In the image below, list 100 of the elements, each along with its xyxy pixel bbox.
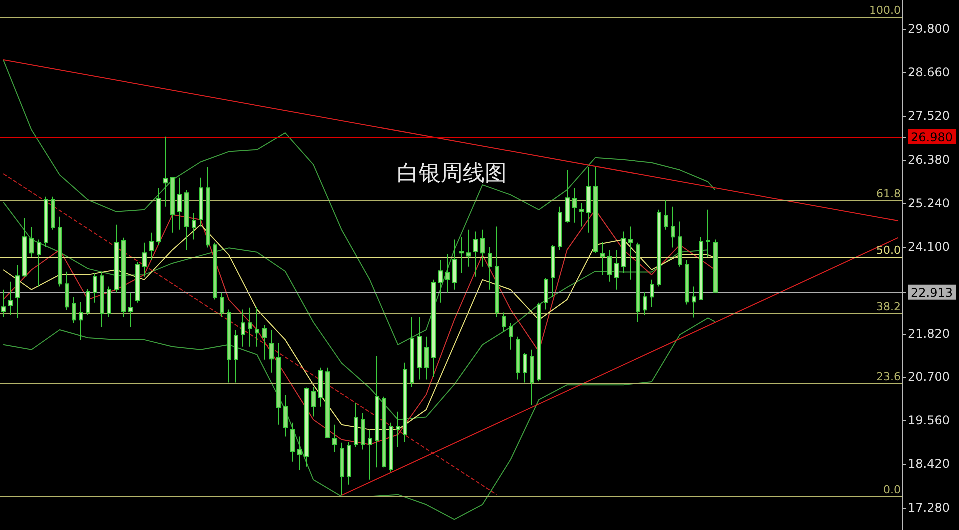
candlestick xyxy=(361,412,365,450)
text: 白银周线图 xyxy=(397,162,507,186)
candlestick xyxy=(93,272,97,304)
candlestick xyxy=(248,307,252,348)
candlestick xyxy=(255,306,259,348)
candlestick xyxy=(509,322,513,350)
candlestick xyxy=(495,226,499,318)
candlestick xyxy=(340,442,344,496)
candlestick xyxy=(530,349,534,406)
candlestick xyxy=(142,242,147,278)
y-tick-label: 17.280 xyxy=(908,500,950,515)
candlestick xyxy=(678,221,682,268)
y-tick-label: 24.100 xyxy=(908,240,950,254)
candlestick xyxy=(72,296,76,324)
candlestick xyxy=(107,286,111,318)
candlestick xyxy=(650,279,654,308)
candlestick xyxy=(614,250,619,290)
candlestick xyxy=(269,330,274,374)
candlestick xyxy=(579,202,584,228)
candlestick xyxy=(544,278,548,310)
candlestick xyxy=(29,226,34,258)
candlestick xyxy=(403,362,407,443)
ref-line-label: 23.6 xyxy=(876,370,902,384)
candlestick xyxy=(685,260,689,306)
candlestick xyxy=(593,166,598,254)
y-tick-label: 27.520 xyxy=(908,109,950,124)
candlestick xyxy=(156,188,161,246)
candlestick xyxy=(410,316,414,388)
candlestick xyxy=(213,242,217,300)
candlestick xyxy=(114,224,119,294)
candlestick xyxy=(558,206,562,251)
candlestick xyxy=(586,166,591,234)
y-tick-label: 29.800 xyxy=(908,22,950,36)
candlestick xyxy=(51,196,55,230)
candlestick xyxy=(621,231,626,274)
candlestick xyxy=(347,442,351,486)
y-tick-label: 26.380 xyxy=(908,152,950,167)
candlestick xyxy=(424,336,429,380)
candlestick xyxy=(135,261,140,304)
candlestick xyxy=(537,302,541,382)
candlestick xyxy=(565,170,570,224)
ref-line-label: 61.8 xyxy=(876,187,902,200)
candlestick xyxy=(297,436,302,470)
candlestick xyxy=(79,302,83,340)
candlestick xyxy=(192,212,196,240)
candlestick xyxy=(480,229,485,268)
candlestick xyxy=(551,244,555,298)
candlestick xyxy=(325,367,330,438)
candlestick xyxy=(699,236,703,300)
candlestick xyxy=(184,190,189,251)
candlestick xyxy=(664,199,668,230)
candlestick xyxy=(466,229,471,268)
y-tick-label: 25.240 xyxy=(908,196,950,210)
ref-line-label: 100.0 xyxy=(870,4,902,18)
ref-line-label: 38.2 xyxy=(876,300,902,314)
candlestick xyxy=(206,166,210,248)
candlestick xyxy=(199,177,203,228)
candlestick xyxy=(276,342,281,426)
candlestick xyxy=(417,316,422,380)
y-tick-label: 19.560 xyxy=(908,414,950,428)
candlestick xyxy=(227,309,231,384)
y-tick-label: 18.420 xyxy=(908,457,950,472)
candlestick xyxy=(311,386,316,418)
candlestick xyxy=(262,324,267,360)
candlestick xyxy=(438,260,443,304)
candlestick xyxy=(100,271,104,328)
candlestick xyxy=(1,289,6,318)
candlestick xyxy=(713,239,718,294)
candlestick xyxy=(290,422,295,462)
y-tick-label: 28.660 xyxy=(908,66,950,80)
candlestick xyxy=(177,177,182,230)
candlestick xyxy=(15,264,20,319)
y-tick-label: 22.913 xyxy=(911,286,954,300)
candlestick xyxy=(354,402,358,448)
candlestick xyxy=(431,279,436,378)
y-tick-label: 20.700 xyxy=(908,370,950,384)
candlestick xyxy=(86,288,90,316)
candlestick xyxy=(607,250,612,282)
candlestick xyxy=(473,231,478,278)
candlestick xyxy=(445,254,450,294)
candlestick xyxy=(600,242,605,276)
candlestick xyxy=(128,292,133,328)
ref-line-label: 50.0 xyxy=(876,244,902,257)
candlestick xyxy=(375,356,379,468)
candlestick xyxy=(149,232,154,261)
candlestick xyxy=(332,424,337,452)
ref-line-label: 0.0 xyxy=(884,484,902,497)
candlestick xyxy=(170,176,175,234)
candlestick xyxy=(572,188,577,224)
candlestick xyxy=(65,271,69,311)
candlestick xyxy=(8,281,13,316)
candlestick xyxy=(58,216,62,288)
candlestick xyxy=(671,206,675,248)
candlestick xyxy=(234,330,238,384)
candlestick xyxy=(37,239,41,288)
candlestick xyxy=(44,196,48,248)
candlestick xyxy=(706,209,710,258)
candlestick xyxy=(283,394,288,438)
candlestick xyxy=(628,226,633,280)
candlestick xyxy=(22,217,27,278)
